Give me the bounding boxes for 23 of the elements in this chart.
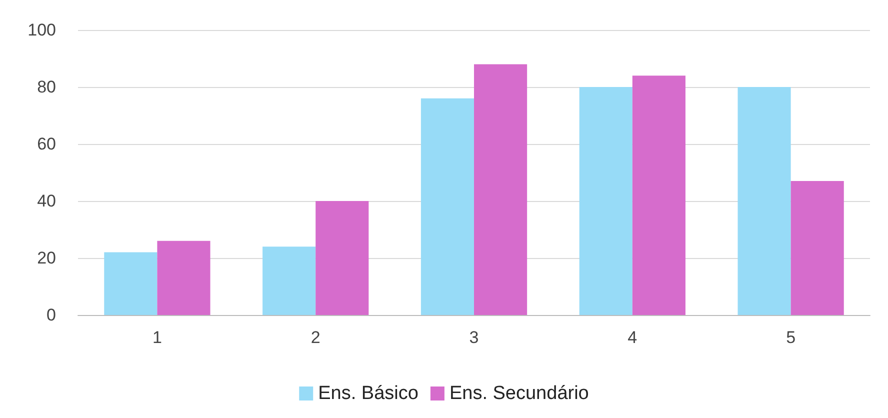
bar xyxy=(790,181,844,315)
bar xyxy=(738,87,791,315)
y-tick-label: 60 xyxy=(37,134,56,154)
y-tick-label: 40 xyxy=(37,192,56,210)
y-tick-label: 80 xyxy=(37,78,56,96)
bar xyxy=(420,98,474,315)
y-tick-label: 100 xyxy=(28,20,56,40)
x-tick-label: 4 xyxy=(628,328,638,347)
y-tick-label: 20 xyxy=(37,248,56,268)
x-tick-label: 5 xyxy=(786,328,796,347)
x-tick-label: 2 xyxy=(310,328,320,347)
legend-label: Ens. Secundário xyxy=(449,383,589,404)
bar xyxy=(104,252,158,315)
bar xyxy=(632,76,686,315)
bar xyxy=(316,201,369,315)
y-tick-label: 0 xyxy=(46,306,56,324)
legend-label: Ens. Básico xyxy=(318,383,418,404)
bar xyxy=(262,246,316,315)
x-tick-label: 3 xyxy=(469,328,479,347)
bar xyxy=(157,240,210,315)
x-tick-label: 1 xyxy=(152,328,162,347)
bar xyxy=(579,87,632,315)
bar xyxy=(474,64,528,315)
